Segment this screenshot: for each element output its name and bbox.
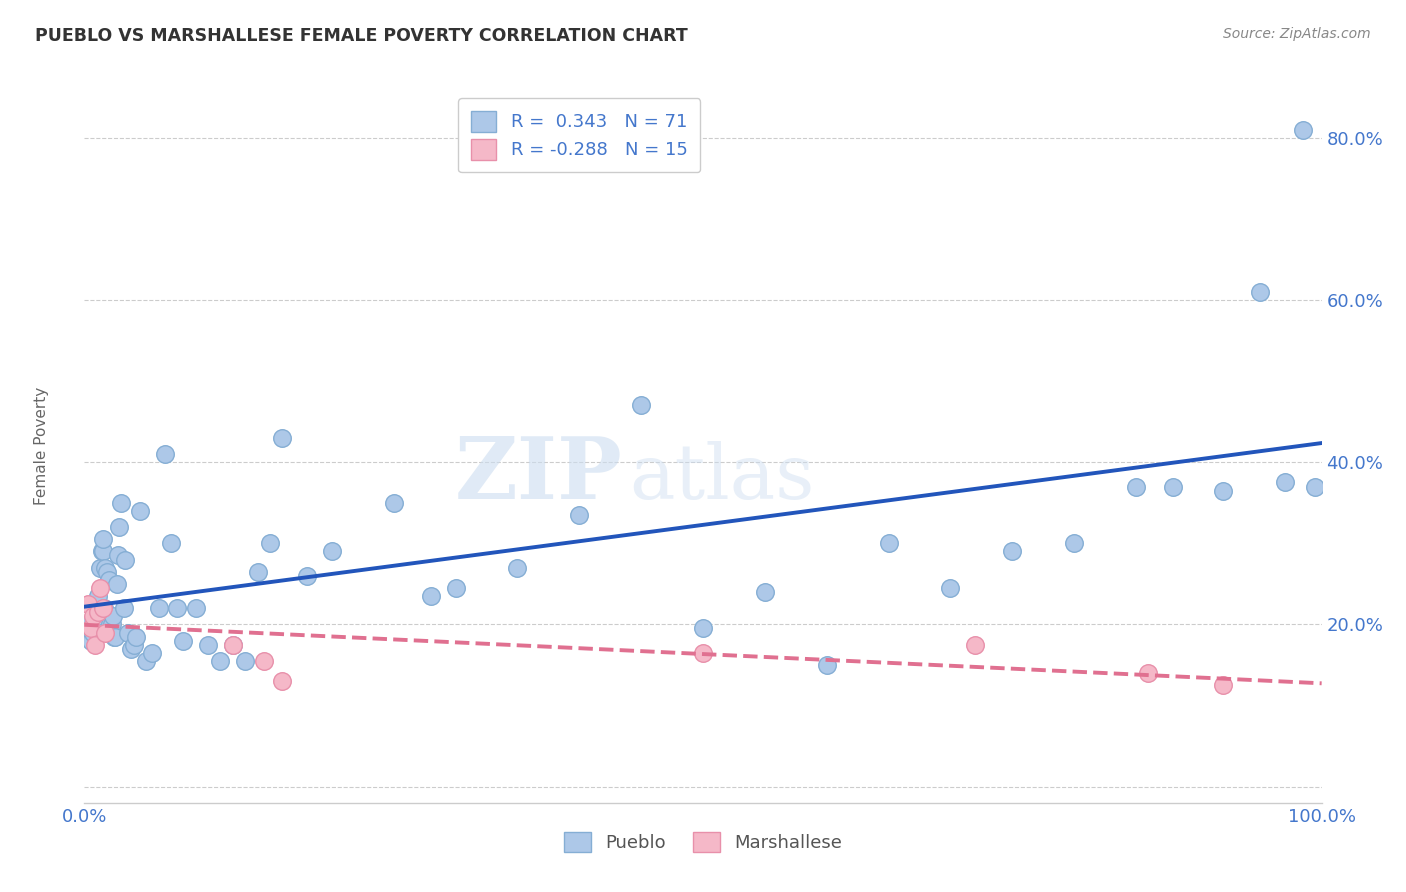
- Point: [444, 581, 467, 595]
- Point: [630, 399, 652, 413]
- Point: [965, 638, 987, 652]
- Point: [1212, 483, 1234, 498]
- Point: [90, 544, 112, 558]
- Point: [295, 568, 318, 582]
- Point: [253, 654, 276, 668]
- Point: [222, 638, 245, 652]
- Point: [1063, 536, 1085, 550]
- Point: [112, 601, 135, 615]
- Point: [114, 552, 136, 566]
- Point: [222, 638, 245, 652]
- Point: [100, 617, 122, 632]
- Point: [153, 447, 176, 461]
- Point: [877, 536, 900, 550]
- Point: [87, 605, 110, 619]
- Point: [160, 536, 183, 550]
- Point: [1274, 475, 1296, 490]
- Point: [692, 646, 714, 660]
- Point: [87, 589, 110, 603]
- Point: [94, 560, 117, 574]
- Point: [82, 609, 104, 624]
- Point: [101, 609, 124, 624]
- Point: [209, 654, 232, 668]
- Point: [96, 565, 118, 579]
- Point: [89, 581, 111, 595]
- Point: [692, 622, 714, 636]
- Point: [271, 674, 294, 689]
- Point: [141, 646, 163, 660]
- Point: [84, 638, 107, 652]
- Point: [172, 633, 194, 648]
- Point: [91, 601, 114, 615]
- Point: [98, 617, 121, 632]
- Text: Source: ZipAtlas.com: Source: ZipAtlas.com: [1223, 27, 1371, 41]
- Point: [110, 496, 132, 510]
- Point: [105, 577, 128, 591]
- Point: [86, 617, 108, 632]
- Point: [568, 508, 591, 522]
- Point: [321, 544, 343, 558]
- Text: atlas: atlas: [628, 442, 814, 515]
- Text: Female Poverty: Female Poverty: [34, 387, 49, 505]
- Point: [93, 601, 115, 615]
- Legend: Pueblo, Marshallese: Pueblo, Marshallese: [551, 819, 855, 865]
- Point: [1292, 122, 1315, 136]
- Point: [107, 549, 129, 563]
- Point: [246, 565, 269, 579]
- Point: [1212, 678, 1234, 692]
- Point: [1001, 544, 1024, 558]
- Point: [104, 630, 127, 644]
- Point: [117, 625, 139, 640]
- Text: ZIP: ZIP: [454, 433, 623, 516]
- Point: [197, 638, 219, 652]
- Point: [1137, 666, 1160, 681]
- Point: [148, 601, 170, 615]
- Point: [1161, 479, 1184, 493]
- Point: [1249, 285, 1271, 299]
- Point: [419, 589, 441, 603]
- Point: [125, 630, 148, 644]
- Point: [1305, 479, 1327, 493]
- Point: [259, 536, 281, 550]
- Point: [97, 625, 120, 640]
- Point: [108, 520, 131, 534]
- Point: [89, 625, 111, 640]
- Point: [84, 601, 107, 615]
- Point: [91, 544, 114, 558]
- Point: [77, 597, 100, 611]
- Point: [79, 633, 101, 648]
- Point: [120, 641, 142, 656]
- Point: [94, 625, 117, 640]
- Point: [166, 601, 188, 615]
- Point: [82, 625, 104, 640]
- Point: [754, 585, 776, 599]
- Point: [271, 431, 294, 445]
- Point: [815, 657, 838, 672]
- Point: [184, 601, 207, 615]
- Point: [122, 638, 145, 652]
- Point: [79, 622, 101, 636]
- Point: [86, 601, 108, 615]
- Point: [382, 496, 405, 510]
- Point: [98, 573, 121, 587]
- Point: [103, 630, 125, 644]
- Point: [506, 560, 529, 574]
- Point: [135, 654, 157, 668]
- Point: [83, 609, 105, 624]
- Text: PUEBLO VS MARSHALLESE FEMALE POVERTY CORRELATION CHART: PUEBLO VS MARSHALLESE FEMALE POVERTY COR…: [35, 27, 688, 45]
- Point: [233, 654, 256, 668]
- Point: [129, 504, 152, 518]
- Point: [89, 560, 111, 574]
- Point: [91, 533, 114, 547]
- Point: [77, 617, 100, 632]
- Point: [1125, 479, 1147, 493]
- Point: [939, 581, 962, 595]
